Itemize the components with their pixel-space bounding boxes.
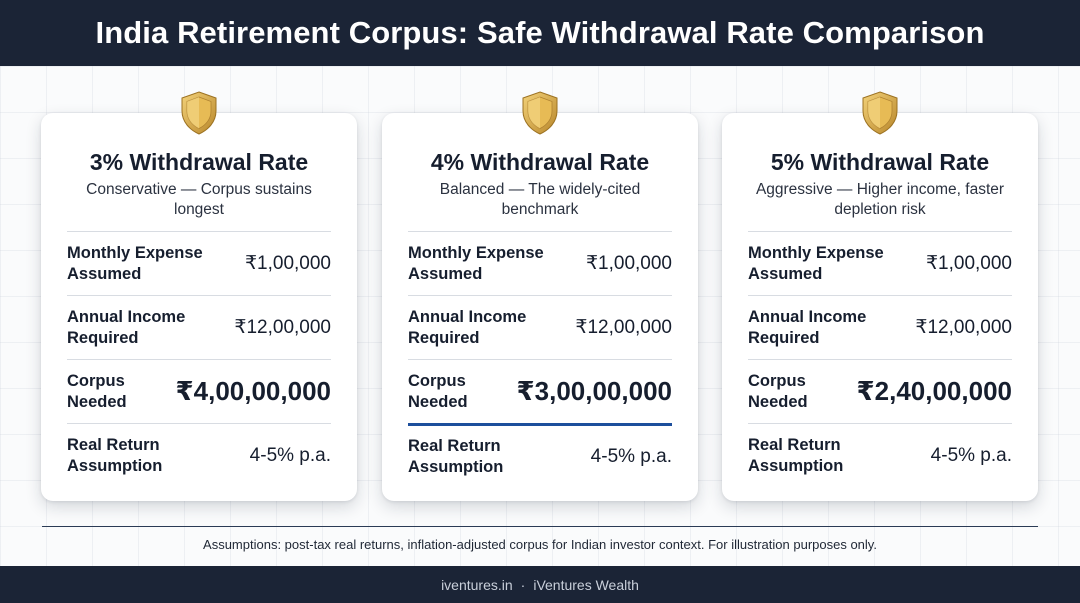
row-label: Annual Income Required (67, 308, 186, 347)
row-label: Real Return Assumption (67, 436, 163, 475)
row-value: ₹12,00,000 (915, 317, 1012, 338)
shield-icon (522, 91, 558, 135)
row-real-return: Real Return Assumption 4-5% p.a. (748, 423, 1012, 487)
row-label: Real Return Assumption (748, 436, 844, 475)
separator: · (520, 576, 526, 593)
header-bar: India Retirement Corpus: Safe Withdrawal… (0, 0, 1080, 66)
card-3-percent: 3% Withdrawal Rate Conservative — Corpus… (41, 91, 357, 501)
row-value: ₹1,00,000 (244, 253, 331, 274)
row-value: ₹12,00,000 (234, 317, 331, 338)
footer-divider (42, 526, 1038, 527)
card-5-percent: 5% Withdrawal Rate Aggressive — Higher i… (722, 91, 1038, 501)
row-label: Monthly Expense Assumed (67, 244, 203, 283)
row-value: ₹1,00,000 (585, 253, 672, 274)
row-corpus-needed: Corpus Needed ₹2,40,00,000 (748, 359, 1012, 423)
row-label: Corpus Needed (408, 372, 468, 411)
footer-bar: iventures.in · iVentures Wealth (0, 566, 1080, 603)
shield-icon (181, 91, 217, 135)
row-label: Corpus Needed (67, 372, 127, 411)
row-monthly-expense: Monthly Expense Assumed ₹1,00,000 (67, 231, 331, 295)
row-label: Real Return Assumption (408, 437, 504, 476)
card-subtitle: Aggressive — Higher income, faster deple… (755, 181, 1005, 218)
row-monthly-expense: Monthly Expense Assumed ₹1,00,000 (408, 231, 672, 295)
row-annual-income: Annual Income Required ₹12,00,000 (748, 295, 1012, 359)
card-subtitle: Balanced — The widely-cited benchmark (439, 181, 641, 218)
row-value: ₹1,00,000 (925, 253, 1012, 274)
row-label: Annual Income Required (408, 308, 527, 347)
row-real-return: Real Return Assumption 4-5% p.a. (408, 423, 672, 487)
row-annual-income: Annual Income Required ₹12,00,000 (67, 295, 331, 359)
card-title: 4% Withdrawal Rate (430, 149, 650, 175)
row-label: Annual Income Required (748, 308, 867, 347)
corpus-value: ₹3,00,00,000 (516, 376, 672, 406)
row-real-return: Real Return Assumption 4-5% p.a. (67, 423, 331, 487)
row-corpus-needed: Corpus Needed ₹3,00,00,000 (408, 359, 672, 423)
card-title: 5% Withdrawal Rate (770, 149, 990, 175)
page-title: India Retirement Corpus: Safe Withdrawal… (95, 15, 985, 50)
row-label: Monthly Expense Assumed (748, 244, 884, 283)
site-link[interactable]: iventures.in (441, 576, 513, 593)
row-corpus-needed: Corpus Needed ₹4,00,00,000 (67, 359, 331, 423)
row-value: 4-5% p.a. (249, 444, 331, 466)
corpus-value: ₹4,00,00,000 (175, 376, 331, 406)
card-title: 3% Withdrawal Rate (89, 149, 309, 175)
row-annual-income: Annual Income Required ₹12,00,000 (408, 295, 672, 359)
row-label: Monthly Expense Assumed (408, 244, 544, 283)
row-value: ₹12,00,000 (575, 317, 672, 338)
assumptions-note: Assumptions: post-tax real returns, infl… (203, 537, 877, 552)
row-monthly-expense: Monthly Expense Assumed ₹1,00,000 (748, 231, 1012, 295)
brand-name: iVentures Wealth (533, 576, 639, 593)
shield-icon (862, 91, 898, 135)
card-subtitle: Conservative — Corpus sustains longest (86, 181, 312, 218)
row-value: 4-5% p.a. (930, 444, 1012, 466)
row-label: Corpus Needed (748, 372, 808, 411)
card-4-percent: 4% Withdrawal Rate Balanced — The widely… (382, 91, 698, 501)
corpus-value: ₹2,40,00,000 (856, 376, 1012, 406)
row-value: 4-5% p.a. (590, 445, 672, 467)
